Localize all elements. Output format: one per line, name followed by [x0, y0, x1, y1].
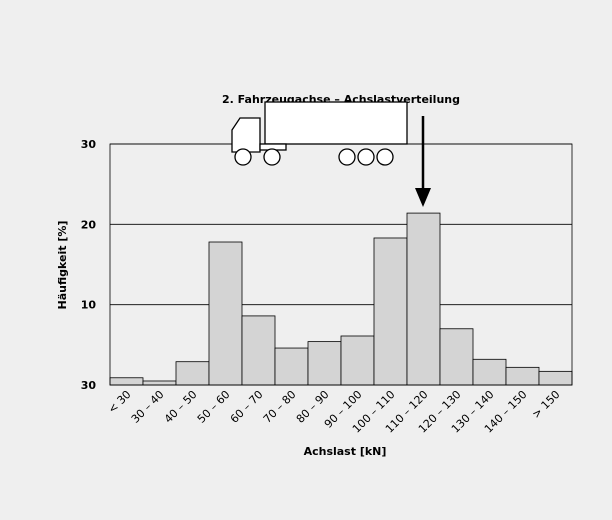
- chart: 2. Fahrzeugachse – Achslastverteilung Ac…: [0, 0, 612, 520]
- bar: [341, 336, 374, 385]
- bar: [506, 367, 539, 385]
- y-tick-label: 10: [81, 299, 97, 312]
- background: [0, 0, 612, 520]
- bar: [143, 381, 176, 385]
- bar: [209, 242, 242, 385]
- bar: [407, 213, 440, 385]
- bar: [275, 348, 308, 385]
- y-tick-label: 30: [81, 138, 97, 151]
- bar: [176, 362, 209, 385]
- bar: [242, 316, 275, 385]
- page: {"chart_data": {"type": "bar", "title": …: [0, 0, 612, 520]
- bar: [110, 378, 143, 385]
- bar: [473, 359, 506, 385]
- bar: [539, 371, 572, 385]
- y-tick-label: 20: [81, 218, 97, 231]
- y-axis-label: Häufigkeit [%]: [56, 221, 69, 310]
- y-tick-label: 30: [81, 379, 97, 392]
- bar: [308, 342, 341, 385]
- bar: [374, 238, 407, 385]
- x-axis-label: Achslast [kN]: [304, 445, 387, 458]
- bar: [440, 329, 473, 385]
